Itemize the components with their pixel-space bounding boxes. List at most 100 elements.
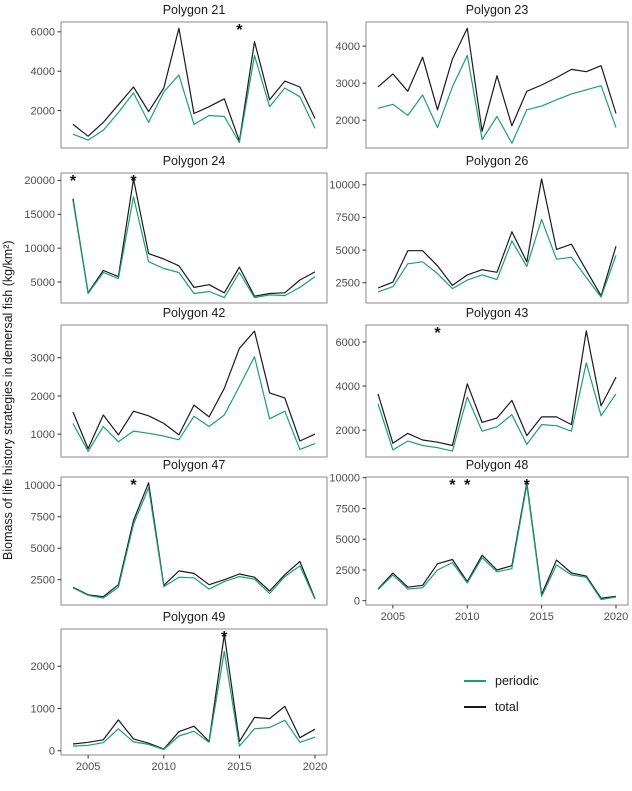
legend-item-periodic: periodic bbox=[464, 668, 539, 694]
facet-title: Polygon 26 bbox=[466, 154, 529, 168]
y-tick-label: 20000 bbox=[24, 175, 55, 187]
y-tick-label: 7500 bbox=[336, 503, 360, 515]
facet-polygon-42: Polygon 42 1000 2000 3000 bbox=[31, 306, 328, 458]
total-series-line bbox=[72, 178, 316, 297]
panel-border bbox=[60, 628, 328, 756]
x-tick-label: 2015 bbox=[529, 611, 553, 623]
legend-item-total: total bbox=[464, 694, 539, 720]
legend-label-periodic: periodic bbox=[495, 674, 539, 688]
periodic-series-line bbox=[72, 650, 316, 751]
y-tick-label: 2500 bbox=[31, 575, 55, 587]
total-line-swatch bbox=[464, 706, 486, 708]
y-tick-label: 6000 bbox=[31, 27, 55, 39]
facet-polygon-26: Polygon 26 2500 5000 7500 10000 bbox=[329, 154, 629, 304]
panel-border bbox=[365, 21, 629, 149]
facet-polygon-49: Polygon 49 0 1000 2000 2005 2010 2015 2020 * bbox=[31, 610, 328, 773]
facet-title: Polygon 24 bbox=[163, 154, 226, 168]
panel-border bbox=[365, 324, 629, 458]
significance-star: * bbox=[130, 477, 137, 494]
y-tick-label: 0 bbox=[354, 595, 360, 607]
facet-polygon-43: Polygon 43 2000 4000 6000 * bbox=[336, 306, 629, 458]
periodic-series-line bbox=[377, 362, 617, 452]
y-tick-label: 7500 bbox=[31, 512, 55, 524]
panel-border bbox=[60, 21, 328, 149]
facet-title: Polygon 43 bbox=[466, 306, 529, 320]
significance-star: * bbox=[236, 22, 243, 39]
y-tick-label: 2000 bbox=[31, 391, 55, 403]
total-series-line bbox=[72, 330, 316, 450]
panel-border bbox=[365, 172, 629, 304]
periodic-series-line bbox=[72, 356, 316, 452]
y-tick-label: 1000 bbox=[31, 429, 55, 441]
periodic-series-line bbox=[377, 54, 617, 144]
facet-polygon-23: Polygon 23 2000 3000 4000 bbox=[336, 3, 629, 149]
x-tick-label: 2020 bbox=[604, 611, 628, 623]
y-tick-label: 5000 bbox=[31, 543, 55, 555]
y-tick-label: 0 bbox=[49, 746, 55, 758]
y-tick-label: 4000 bbox=[336, 381, 360, 393]
facet-polygon-48: Polygon 48 0 2500 5000 7500 10000 2005 2010 2015… bbox=[329, 458, 629, 623]
significance-star: * bbox=[434, 325, 441, 342]
facet-title: Polygon 21 bbox=[163, 3, 226, 17]
y-tick-label: 2000 bbox=[31, 105, 55, 117]
facet-title: Polygon 42 bbox=[163, 306, 226, 320]
facet-polygon-21: Polygon 21 2000 4000 6000 * bbox=[31, 3, 328, 149]
total-series-line bbox=[377, 330, 617, 447]
y-tick-label: 2500 bbox=[336, 278, 360, 290]
significance-star: * bbox=[221, 629, 228, 646]
y-axis-label-text: Biomass of life history strategies in de… bbox=[1, 240, 15, 560]
facet-title: Polygon 23 bbox=[466, 3, 529, 17]
periodic-line-swatch bbox=[464, 680, 486, 682]
panel-border bbox=[365, 476, 629, 606]
total-series-line bbox=[72, 27, 316, 142]
x-tick-label: 2015 bbox=[227, 761, 251, 773]
y-tick-label: 2000 bbox=[336, 425, 360, 437]
y-tick-label: 3000 bbox=[31, 353, 55, 365]
y-tick-label: 10000 bbox=[329, 180, 360, 192]
panel-border bbox=[60, 324, 328, 458]
total-series-line bbox=[72, 482, 316, 599]
periodic-series-line bbox=[377, 484, 617, 601]
y-tick-label: 5000 bbox=[336, 245, 360, 257]
y-tick-label: 2000 bbox=[336, 115, 360, 127]
total-series-line bbox=[377, 482, 617, 599]
periodic-series-line bbox=[72, 196, 316, 299]
y-tick-label: 2500 bbox=[336, 565, 360, 577]
facet-title: Polygon 49 bbox=[163, 610, 226, 624]
panel-border bbox=[60, 172, 328, 304]
x-tick-label: 2005 bbox=[381, 611, 405, 623]
periodic-series-line bbox=[377, 218, 617, 298]
significance-star: * bbox=[70, 173, 77, 190]
y-tick-label: 6000 bbox=[336, 337, 360, 349]
x-tick-label: 2020 bbox=[303, 761, 327, 773]
significance-star: * bbox=[130, 173, 137, 190]
y-tick-label: 10000 bbox=[24, 243, 55, 255]
total-series-line bbox=[377, 178, 617, 297]
periodic-series-line bbox=[72, 54, 316, 144]
facet-polygon-47: Polygon 47 2500 5000 7500 10000 * bbox=[24, 458, 328, 606]
facet-polygon-24: Polygon 24 5000 10000 15000 20000 * * bbox=[24, 154, 328, 304]
y-tick-label: 2000 bbox=[31, 661, 55, 673]
total-series-line bbox=[377, 27, 617, 132]
legend: periodic total bbox=[464, 668, 539, 720]
x-tick-label: 2005 bbox=[76, 761, 100, 773]
y-tick-label: 10000 bbox=[24, 480, 55, 492]
y-tick-label: 10000 bbox=[329, 473, 360, 485]
facet-title: Polygon 48 bbox=[466, 458, 529, 472]
x-tick-label: 2010 bbox=[455, 611, 479, 623]
panel-border bbox=[60, 476, 328, 606]
periodic-series-line bbox=[72, 487, 316, 600]
significance-star: * bbox=[449, 477, 456, 494]
y-tick-label: 5000 bbox=[336, 534, 360, 546]
legend-label-total: total bbox=[495, 700, 519, 714]
significance-star: * bbox=[464, 477, 471, 494]
y-axis-label: Biomass of life history strategies in de… bbox=[1, 140, 18, 660]
y-tick-label: 3000 bbox=[336, 78, 360, 90]
total-series-line bbox=[72, 633, 316, 750]
y-tick-label: 5000 bbox=[31, 277, 55, 289]
facet-title: Polygon 47 bbox=[163, 458, 226, 472]
y-tick-label: 15000 bbox=[24, 209, 55, 221]
significance-star: * bbox=[524, 477, 531, 494]
y-tick-label: 4000 bbox=[336, 41, 360, 53]
